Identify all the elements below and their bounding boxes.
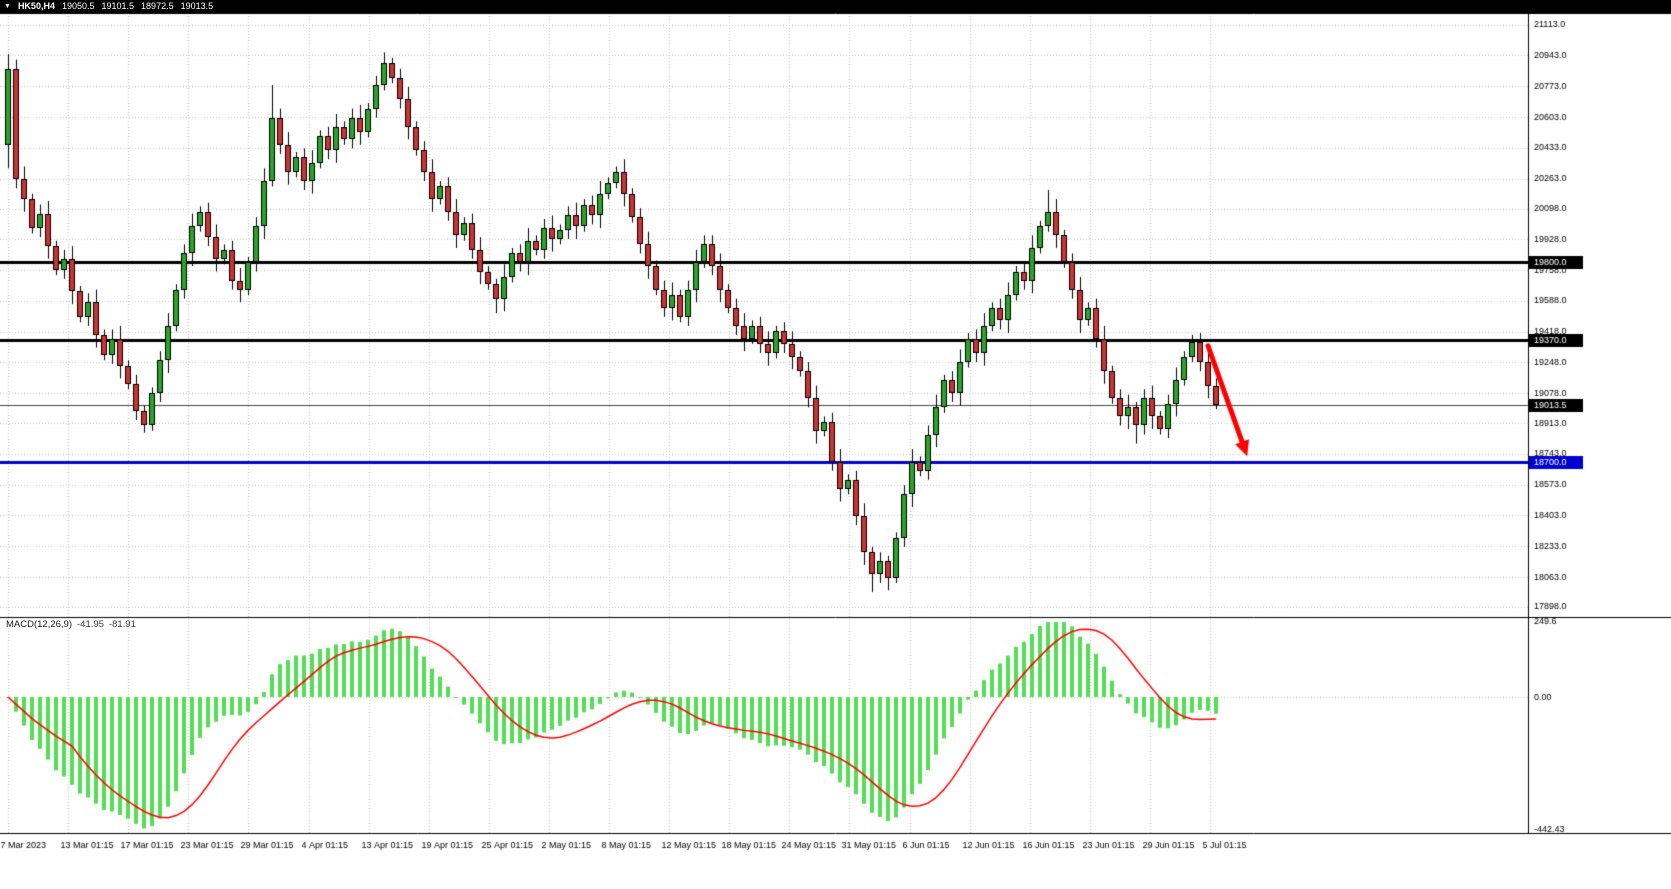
- symbol-timeframe-label: HK50,H4: [17, 1, 55, 11]
- quote-low: 18972.5: [141, 1, 174, 11]
- symbol-marker-icon[interactable]: ▼: [4, 3, 11, 10]
- quote-high: 19101.5: [101, 1, 135, 11]
- quote-close: 19013.5: [180, 1, 214, 11]
- symbol-info-bar: ▼ HK50,H4 19050.5 19101.5 18972.5 19013.…: [0, 0, 1671, 13]
- quote-open: 19050.5: [61, 1, 95, 11]
